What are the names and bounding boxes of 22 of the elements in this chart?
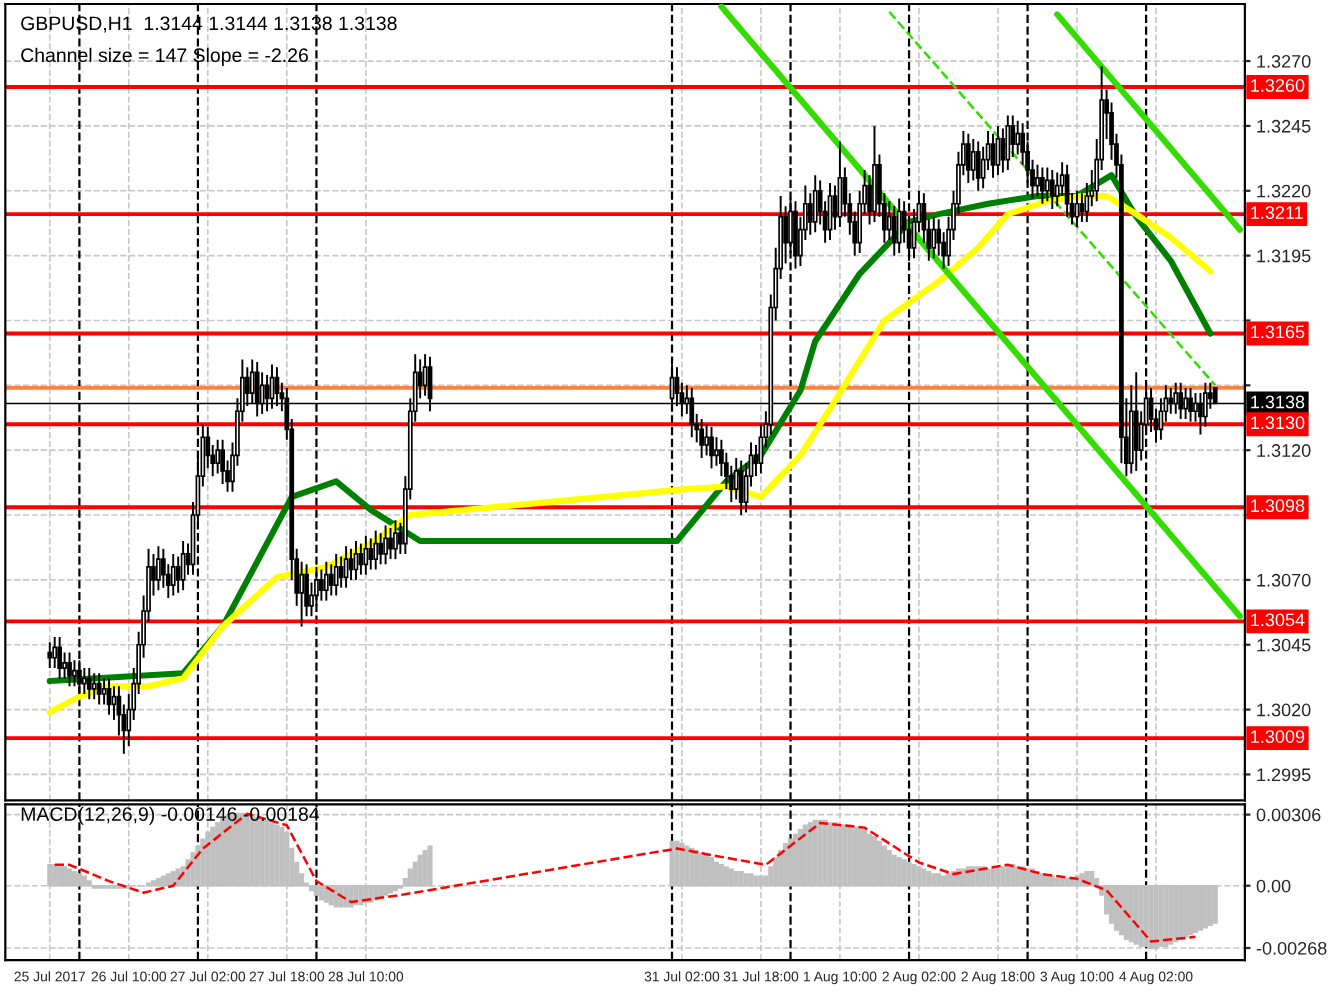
ref-line-label: 1.3260: [1251, 79, 1305, 92]
y-tick-label: 1.3070: [1257, 573, 1311, 587]
y-tick-label: 1.3195: [1257, 249, 1311, 263]
ref-line-label: 1.3165: [1251, 325, 1305, 339]
y-tick-label: 1.3245: [1257, 119, 1311, 133]
y-tick-label: 1.3220: [1257, 184, 1311, 198]
y-tick-label: 1.3270: [1257, 55, 1311, 68]
y-tick-label: 1.3120: [1257, 444, 1311, 457]
text: GBPUSD,H1 1.3144 1.3144 1.3138 1.3138: [21, 16, 397, 33]
ref-line-label: 1.3054: [1251, 613, 1305, 627]
y-tick-label: 1.3045: [1257, 638, 1311, 652]
y-tick-label: -0.00268: [1256, 941, 1327, 955]
ref-line-label: 1.3138: [1251, 395, 1305, 409]
ref-line-label: 1.3009: [1251, 730, 1305, 743]
y-tick-label: 1.3020: [1257, 703, 1311, 717]
ref-line-label: 1.3098: [1251, 499, 1305, 513]
y-tick-label: 0.00: [1256, 879, 1291, 893]
ref-line-label: 1.3211: [1251, 206, 1303, 219]
text: Channel size = 147 Slope = -2.26: [21, 47, 308, 66]
y-tick-label: 0.00306: [1256, 808, 1321, 822]
y-tick-label: 1.2995: [1257, 768, 1311, 782]
ref-line-label: 1.3130: [1251, 416, 1305, 430]
